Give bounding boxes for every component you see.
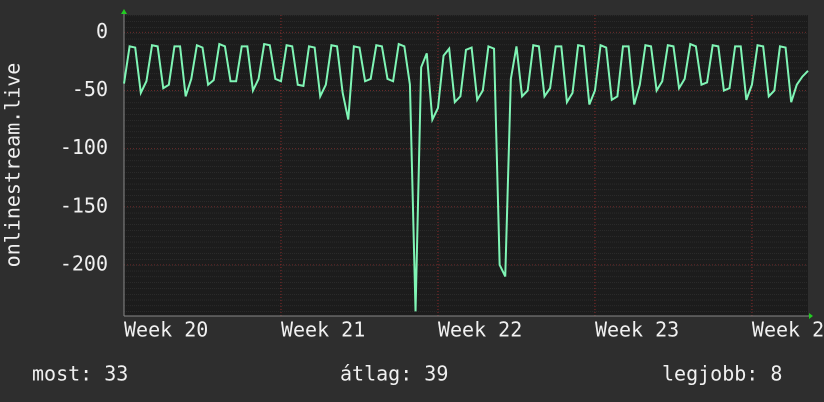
x-tick-label: Week 22: [438, 318, 522, 342]
axis-arrow: [809, 313, 813, 319]
x-tick-label: Week 21: [281, 318, 365, 342]
x-tick-label: Week 24: [752, 318, 824, 342]
stat-best: legjobb: 8: [662, 362, 782, 386]
y-tick-label: -200: [60, 251, 108, 275]
y-axis-label: onlinestream.live: [1, 63, 25, 268]
axis-arrow: [121, 9, 127, 14]
stat-current: most: 33: [32, 362, 128, 386]
y-tick-label: -50: [72, 77, 108, 101]
y-tick-label: -100: [60, 135, 108, 159]
y-tick-label: -150: [60, 193, 108, 217]
series-line: [123, 42, 809, 312]
x-tick-label: Week 20: [124, 318, 208, 342]
stat-average: átlag: 39: [340, 362, 448, 386]
y-tick-label: 0: [96, 19, 108, 43]
x-tick-label: Week 23: [595, 318, 679, 342]
